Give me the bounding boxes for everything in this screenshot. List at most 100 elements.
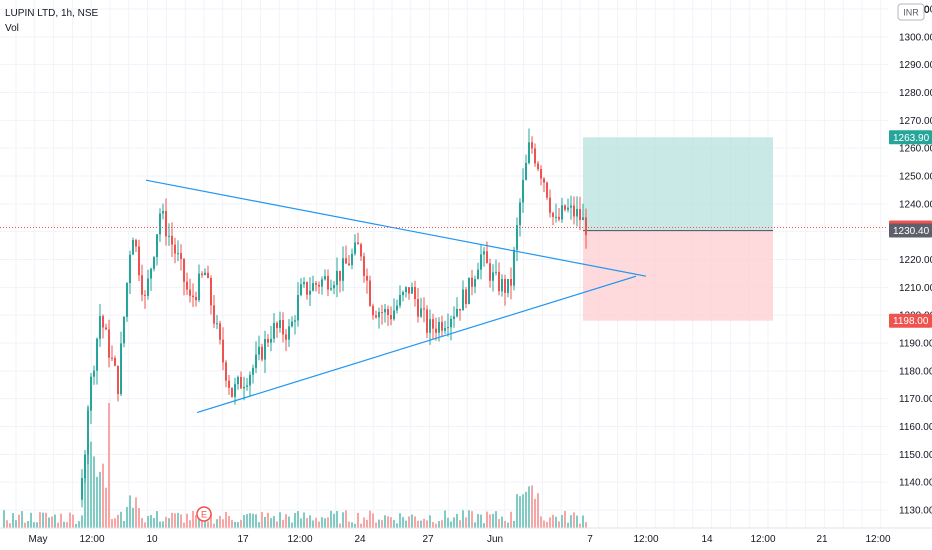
time-tick-label: 24 — [354, 534, 366, 545]
volume-bar — [402, 517, 404, 528]
candle-body — [318, 284, 320, 287]
currency-badge[interactable]: INR — [897, 3, 925, 21]
candle-body — [543, 178, 545, 183]
volume-bar — [273, 516, 275, 528]
candle-body — [549, 197, 551, 213]
volume-bar — [372, 513, 374, 528]
volume-bar — [504, 520, 506, 528]
price-label-text: 1198.00 — [893, 316, 929, 327]
candle-body — [378, 312, 380, 318]
volume-bar — [528, 486, 530, 528]
candle-body — [171, 235, 173, 245]
price-tick-label: 1140.00 — [899, 478, 932, 489]
volume-bar — [390, 517, 392, 528]
volume-bar — [450, 521, 452, 528]
volume-bar — [81, 515, 83, 528]
candle-body — [231, 387, 233, 397]
volume-bar — [96, 476, 98, 528]
candle-body — [474, 279, 476, 287]
volume-bar — [543, 520, 545, 528]
volume-bar — [285, 514, 287, 528]
earnings-event-label: E — [201, 510, 207, 520]
volume-bar — [93, 456, 95, 528]
candle-body — [441, 321, 443, 331]
volume-bar — [90, 441, 92, 528]
volume-bar — [417, 520, 419, 528]
currency-badge-box — [897, 3, 925, 21]
candle-body — [429, 319, 431, 333]
volume-bar — [219, 515, 221, 528]
volume-bar — [42, 512, 44, 528]
volume-bar — [501, 516, 503, 528]
candle-body — [390, 315, 392, 320]
volume-bar — [570, 515, 572, 528]
price-tick-label: 1190.00 — [899, 339, 932, 350]
candle-body — [471, 277, 473, 287]
candle-body — [579, 208, 581, 221]
earnings-events: E — [196, 506, 212, 522]
price-tick-label: 1270.00 — [899, 116, 932, 127]
candle-body — [561, 205, 563, 220]
symbol-title[interactable]: LUPIN LTD, 1h, NSE — [5, 8, 99, 19]
volume-bar — [15, 520, 17, 528]
price-label-tag — [889, 130, 932, 145]
volume-bar — [366, 519, 368, 528]
candle-body — [519, 202, 521, 226]
candle-body — [312, 283, 314, 291]
volume-bar — [582, 515, 584, 528]
lower-trendline — [196, 275, 637, 414]
volume-bar — [102, 463, 104, 528]
volume-bar — [222, 519, 224, 528]
volume-bar — [333, 513, 335, 528]
volume-bar — [180, 514, 182, 528]
volume-bar — [483, 523, 485, 528]
candle-body — [564, 205, 566, 210]
volume-bar — [213, 523, 215, 528]
candle-body — [336, 270, 338, 286]
volume-bar — [165, 516, 167, 528]
candle-body — [333, 285, 335, 289]
volume-bar — [27, 521, 29, 528]
volume-bar — [105, 487, 107, 528]
volume-bar — [558, 521, 560, 528]
candle-body — [423, 308, 425, 310]
volume-bar — [243, 515, 245, 528]
volume-bar — [255, 514, 257, 528]
candle-body — [258, 346, 260, 355]
candle-body — [339, 270, 341, 281]
volume-bar — [225, 511, 227, 528]
candle-body — [243, 386, 245, 389]
volume-bar — [129, 495, 131, 528]
candle-body — [240, 376, 242, 389]
candle-body — [405, 287, 407, 292]
volume-bar — [432, 522, 434, 528]
candle-body — [135, 239, 137, 247]
volume-bar — [108, 402, 110, 528]
candle-body — [180, 253, 182, 260]
volume-bar — [489, 514, 491, 528]
candle-body — [531, 142, 533, 149]
volume-bar — [525, 491, 527, 528]
volume-indicator-label[interactable]: Vol — [5, 23, 19, 34]
volume-bar — [531, 485, 533, 528]
candle-body — [402, 291, 404, 296]
volume-bar — [39, 512, 41, 528]
candle-body — [444, 327, 446, 331]
candle-body — [396, 305, 398, 311]
volume-bar — [564, 510, 566, 528]
volume-bar — [153, 517, 155, 528]
candle-body — [144, 294, 146, 296]
candle-body — [537, 163, 539, 170]
price-tick-label: 1160.00 — [899, 422, 932, 433]
candle-body — [534, 148, 536, 164]
candle-body — [459, 308, 461, 311]
candle-body — [189, 289, 191, 296]
candle-body — [330, 288, 332, 290]
volume-bar — [207, 521, 209, 528]
volume-bar — [477, 514, 479, 528]
volume-bar — [177, 512, 179, 528]
volume-bar — [405, 520, 407, 528]
volume-bar — [54, 514, 56, 528]
